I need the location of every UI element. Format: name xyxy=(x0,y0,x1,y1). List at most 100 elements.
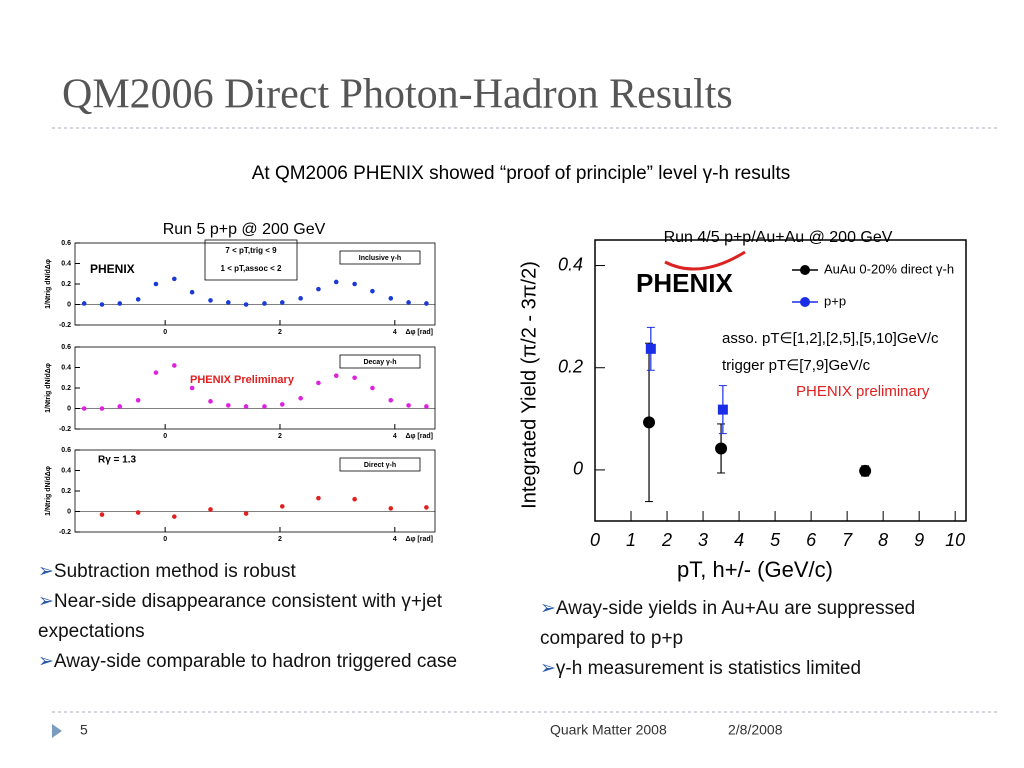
marker xyxy=(117,404,123,409)
bullet-text: Near-side disappearance consistent with … xyxy=(38,591,443,642)
marker xyxy=(333,279,339,285)
right-bullets: Away-side yields in Au+Au are suppressed… xyxy=(540,594,960,684)
x-tick-label: 5 xyxy=(770,530,781,550)
legend-label: AuAu 0-20% direct γ-h xyxy=(824,261,954,276)
bullet-text: γ-h measurement is statistics limited xyxy=(555,658,862,679)
bullet-text: Away-side comparable to hadron triggered… xyxy=(53,651,458,672)
marker xyxy=(352,281,357,287)
legend-marker xyxy=(800,265,810,275)
marker xyxy=(370,385,375,391)
x-tick-label: 0 xyxy=(163,329,167,336)
marker xyxy=(243,404,249,409)
marker xyxy=(406,300,411,305)
cut-label: 7 < pT,trig < 9 xyxy=(225,246,277,255)
marker xyxy=(208,507,213,512)
x-tick-label: 3 xyxy=(698,530,708,550)
annotation: asso. pT∈[1,2],[2,5],[5,10]GeV/c xyxy=(722,330,939,347)
footer-date: 2/8/2008 xyxy=(728,722,783,738)
marker xyxy=(243,302,249,307)
marker xyxy=(298,395,303,401)
marker xyxy=(99,302,105,307)
x-axis-label: pT, h+/- (GeV/c) xyxy=(677,557,833,582)
x-tick-label: 9 xyxy=(914,530,924,550)
x-tick-label: 0 xyxy=(590,530,600,550)
page-number: 5 xyxy=(80,722,88,738)
marker xyxy=(262,404,267,409)
y-axis-label: 1/Ntrig dN/dΔφ xyxy=(45,466,52,516)
x-tick-label: 2 xyxy=(278,329,282,336)
marker xyxy=(135,510,141,515)
legend-label: p+p xyxy=(824,293,846,308)
marker xyxy=(117,301,123,306)
annotation: trigger pT∈[7,9]GeV/c xyxy=(722,357,871,374)
y-tick-label: -0.2 xyxy=(59,322,71,329)
marker xyxy=(243,511,249,516)
y-tick-label: 0.6 xyxy=(61,344,71,351)
marker xyxy=(424,505,429,510)
y-tick-label: 0 xyxy=(67,508,71,515)
panel-label: Direct γ-h xyxy=(364,462,396,469)
marker xyxy=(172,514,177,519)
cut-label: 1 < pT,assoc < 2 xyxy=(221,264,282,273)
marker xyxy=(172,276,177,282)
x-axis-label: Δφ [rad] xyxy=(405,433,433,440)
chart-title: Run 4/5 p+p/Au+Au @ 200 GeV xyxy=(664,229,893,246)
panel-label-box xyxy=(339,457,421,472)
annotation: PHENIX preliminary xyxy=(796,383,930,400)
x-tick-label: 6 xyxy=(806,530,817,550)
bullet-text: Away-side yields in Au+Au are suppressed… xyxy=(540,598,916,649)
marker xyxy=(81,301,87,306)
marker xyxy=(279,504,285,509)
y-tick-label: 0.4 xyxy=(61,364,71,371)
x-tick-label: 0 xyxy=(163,433,167,440)
footer-event: Quark Matter 2008 xyxy=(550,722,667,738)
y-tick-label: 0 xyxy=(67,301,71,308)
x-tick-label: 10 xyxy=(945,530,965,550)
marker xyxy=(135,297,141,302)
panel-label: Inclusive γ-h xyxy=(359,255,401,262)
marker xyxy=(424,404,429,409)
bullet: Away-side yields in Au+Au are suppressed… xyxy=(540,594,960,654)
legend-marker xyxy=(800,297,810,307)
marker xyxy=(388,506,394,511)
x-tick-label: 2 xyxy=(278,433,282,440)
marker xyxy=(208,399,213,404)
x-tick-label: 4 xyxy=(393,433,397,440)
bullet: Away-side comparable to hadron triggered… xyxy=(38,647,488,677)
marker xyxy=(316,495,321,501)
marker xyxy=(316,380,321,386)
annotation: PHENIX xyxy=(90,262,135,276)
marker xyxy=(388,296,394,301)
y-tick-label: 0.2 xyxy=(61,488,71,495)
marker xyxy=(645,343,656,354)
panel-label-box xyxy=(339,354,421,369)
logo: PHENIX xyxy=(636,268,733,298)
x-tick-label: 1 xyxy=(626,530,636,550)
bullet: γ-h measurement is statistics limited xyxy=(540,654,960,684)
y-tick-label: 0.4 xyxy=(61,467,71,474)
marker xyxy=(81,406,87,411)
marker xyxy=(208,298,213,303)
y-tick-label: 0.4 xyxy=(61,260,71,267)
marker xyxy=(715,442,728,455)
marker xyxy=(189,385,195,391)
left-bullets: Subtraction method is robust Near-side di… xyxy=(38,557,488,677)
y-tick-label: -0.2 xyxy=(59,426,71,433)
x-axis-label: Δφ [rad] xyxy=(405,536,433,543)
marker xyxy=(333,373,339,379)
marker xyxy=(316,286,321,292)
marker xyxy=(189,289,195,295)
y-tick-label: 0.6 xyxy=(61,447,71,454)
x-tick-label: 2 xyxy=(661,530,672,550)
x-tick-label: 8 xyxy=(878,530,888,550)
marker xyxy=(279,402,285,407)
slide-title: QM2006 Direct Photon-Hadron Results xyxy=(62,72,733,118)
bullet: Near-side disappearance consistent with … xyxy=(38,587,488,647)
marker xyxy=(424,301,429,306)
x-tick-label: 4 xyxy=(393,329,397,336)
x-tick-label: 2 xyxy=(278,536,282,543)
marker xyxy=(279,300,285,305)
panel-label-box xyxy=(339,250,421,265)
y-tick-label: 0.4 xyxy=(558,254,583,274)
